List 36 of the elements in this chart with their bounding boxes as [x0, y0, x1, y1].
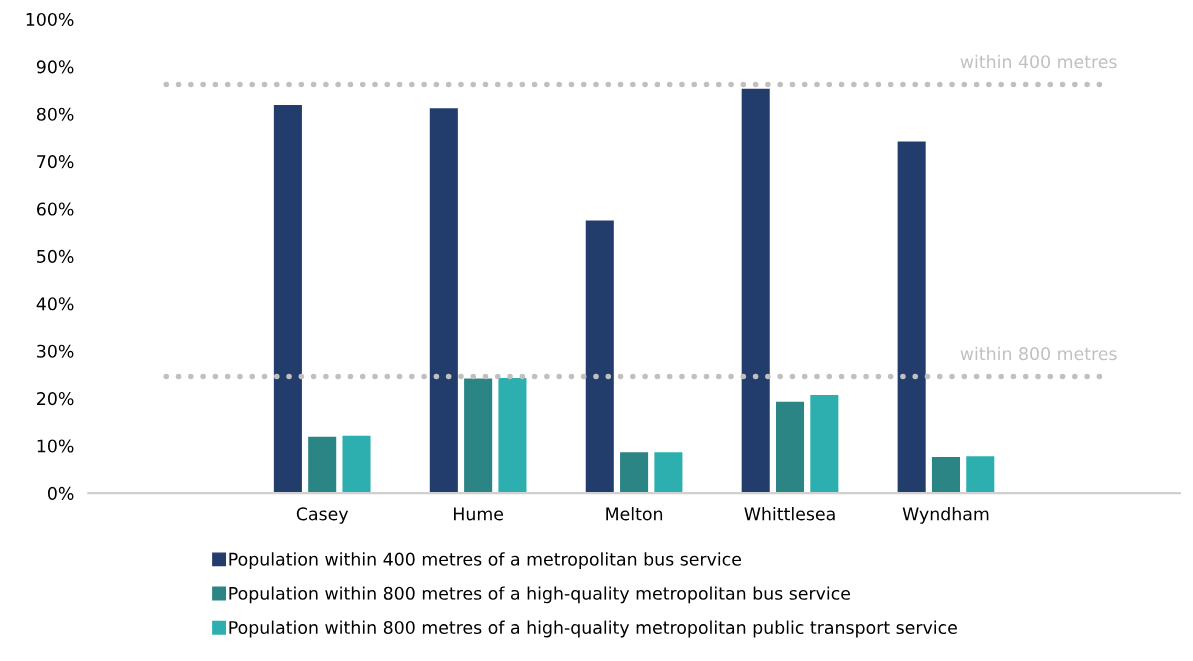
- y-tick-label: 0%: [48, 486, 74, 500]
- y-tick-label: 100%: [26, 12, 74, 27]
- x-tick-label: Melton: [606, 506, 663, 521]
- bar: [620, 452, 649, 494]
- y-tick-label: 80%: [36, 107, 74, 121]
- bar: [342, 435, 371, 494]
- bar: [585, 220, 614, 494]
- x-tick-label: Casey: [296, 507, 349, 524]
- y-tick-label: 70%: [37, 155, 74, 169]
- y-tick-label: 60%: [37, 202, 74, 216]
- x-tick-label: Wyndham: [902, 506, 989, 524]
- y-tick-label: 10%: [37, 439, 74, 453]
- bar: [429, 108, 458, 494]
- x-tick-label: Whittlesea: [744, 506, 835, 521]
- legend-label: Population within 800 metres of a high-quality metropolitan public transport service: [229, 620, 957, 638]
- ref-line-label: within 400 metres: [960, 54, 1117, 69]
- ref-line-label: within 800 metres: [960, 346, 1117, 361]
- bar: [498, 377, 527, 494]
- y-tick-label: 50%: [37, 249, 74, 263]
- bar: [464, 378, 493, 494]
- bar: [273, 104, 302, 494]
- bar: [654, 452, 683, 494]
- y-tick-label: 90%: [36, 60, 74, 74]
- legend-label: Population within 400 metres of a metropolitan bus service: [229, 552, 741, 570]
- bar: [741, 88, 770, 494]
- bar: [775, 401, 805, 494]
- bar: [308, 436, 337, 494]
- bar: [966, 456, 995, 494]
- y-tick-label: 30%: [37, 344, 74, 358]
- y-tick-label: 20%: [37, 392, 74, 406]
- bar: [931, 457, 960, 494]
- bar: [897, 141, 926, 494]
- legend-label: Population within 800 metres of a high-quality metropolitan bus service: [229, 586, 851, 604]
- x-tick-label: Hume: [454, 507, 504, 521]
- bar: [810, 395, 839, 494]
- y-tick-label: 40%: [36, 297, 74, 311]
